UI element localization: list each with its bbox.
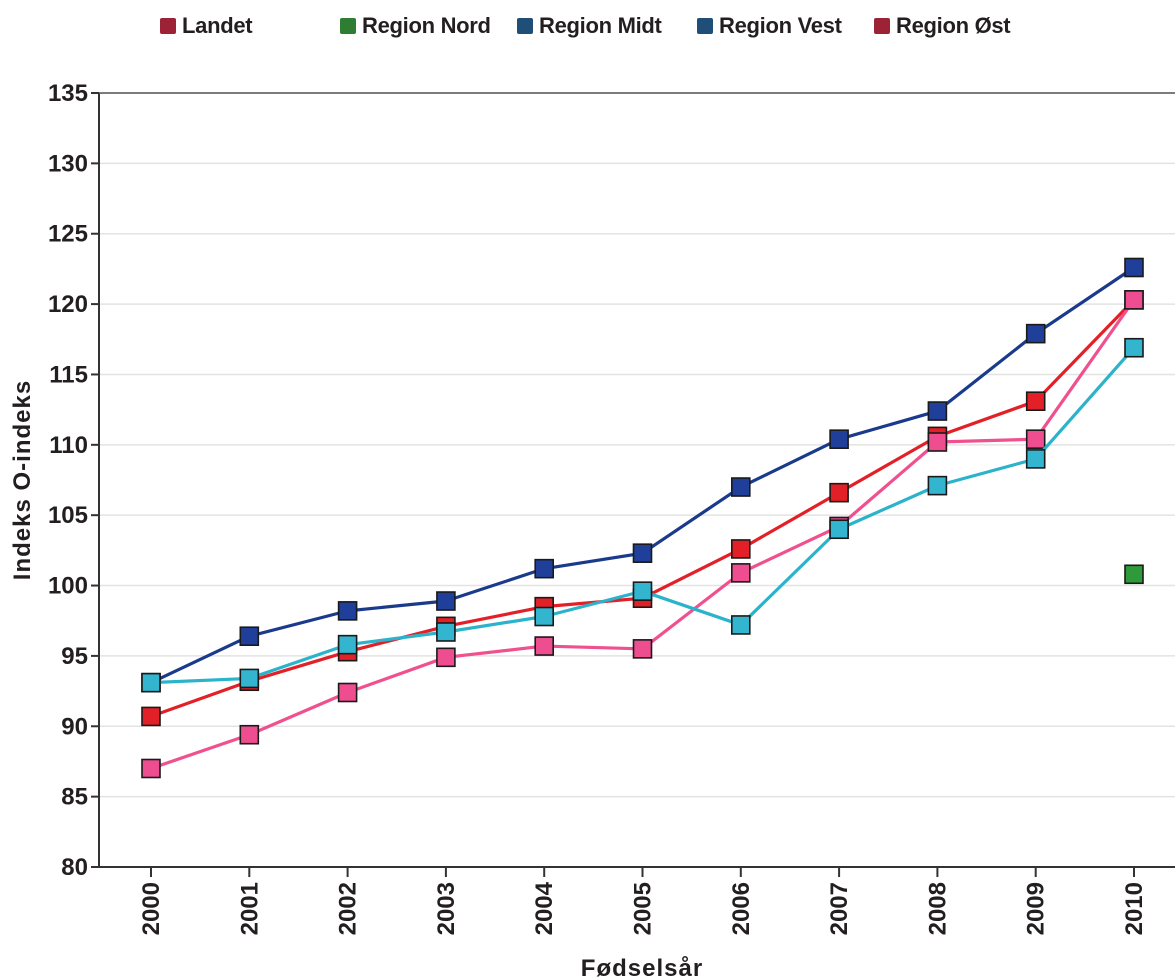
data-point	[239, 668, 260, 689]
x-tick-label: 2009	[1023, 882, 1050, 935]
series-region-vest	[141, 257, 1144, 693]
legend-item-landet: Landet	[160, 8, 253, 44]
data-point	[829, 519, 849, 540]
y-tick-label: 115	[49, 361, 88, 388]
data-point	[141, 706, 161, 727]
data-point	[1124, 257, 1144, 278]
legend-item-region-oest: Region Øst	[874, 8, 1011, 44]
legend: Landet Region Nord Region Midt Region Vest R…	[0, 8, 1175, 44]
y-tick-label: 125	[48, 221, 88, 248]
data-point	[337, 634, 358, 655]
x-axis-title: Fødselsår	[581, 955, 703, 978]
data-point	[632, 581, 653, 601]
legend-label: Region Vest	[719, 13, 842, 38]
series-line	[150, 266, 1135, 685]
data-point	[730, 477, 751, 497]
legend-swatch	[517, 18, 533, 34]
y-tick-label: 95	[61, 643, 88, 670]
x-tick-label: 2004	[531, 881, 558, 935]
data-point	[534, 636, 555, 656]
legend-swatch	[697, 18, 713, 34]
data-point	[829, 429, 849, 449]
data-point	[1025, 323, 1046, 344]
y-tick-label: 80	[61, 854, 88, 881]
data-point	[436, 591, 456, 611]
data-point	[927, 475, 948, 496]
data-point	[534, 606, 555, 627]
x-tick-label: 2007	[826, 882, 853, 935]
y-axis-title: Indeks O-indeks	[9, 380, 36, 580]
data-point	[1025, 429, 1046, 449]
data-point	[337, 682, 358, 703]
data-point	[436, 647, 456, 668]
y-tick-label: 130	[48, 150, 88, 177]
data-point	[730, 539, 751, 559]
x-tick-label: 2008	[924, 882, 951, 935]
legend-swatch	[160, 18, 176, 34]
y-tick-label: 120	[48, 291, 88, 318]
x-tick-label: 2002	[335, 882, 362, 935]
series-layer	[141, 257, 1144, 779]
data-point	[436, 622, 456, 642]
gridlines	[99, 92, 1175, 798]
data-point	[632, 639, 653, 659]
data-point	[1124, 564, 1144, 585]
legend-label: Landet	[182, 13, 253, 38]
legend-item-region-nord: Region Nord	[340, 8, 491, 44]
data-point	[1124, 337, 1144, 358]
data-point	[239, 626, 260, 647]
x-tick-label: 2003	[433, 882, 460, 935]
y-tick-label: 110	[49, 432, 88, 459]
data-point	[927, 401, 948, 421]
legend-item-region-vest: Region Vest	[697, 8, 842, 44]
data-point	[239, 724, 260, 745]
y-tick-label: 105	[48, 502, 88, 529]
data-point	[534, 558, 555, 579]
series-line	[150, 298, 1136, 771]
data-point	[829, 482, 849, 503]
series-region-nord	[1124, 564, 1144, 585]
data-point	[337, 601, 358, 621]
legend-label: Region Nord	[362, 13, 491, 38]
data-point	[141, 672, 161, 693]
x-tick-label: 2006	[728, 882, 755, 935]
data-point	[1025, 391, 1046, 411]
y-tick-label: 85	[61, 784, 88, 811]
legend-item-region-midt: Region Midt	[517, 8, 662, 44]
legend-swatch	[874, 18, 890, 34]
legend-label: Region Øst	[896, 13, 1011, 38]
axes: 80 85 90 95 100 105 110 115 120 125 130 135 2000 2001…	[48, 80, 1175, 935]
data-point	[730, 615, 751, 635]
legend-label: Region Midt	[539, 13, 662, 38]
data-point	[632, 543, 653, 563]
y-tick-label: 135	[48, 80, 88, 107]
x-tick-label: 2010	[1121, 882, 1148, 935]
series-region-midt	[141, 337, 1144, 693]
y-tick-label: 100	[48, 573, 88, 600]
data-point	[730, 563, 751, 583]
data-point	[141, 758, 161, 779]
series-landet	[141, 290, 1144, 727]
x-tick-label: 2005	[630, 882, 657, 935]
data-point	[927, 432, 948, 452]
data-point	[1124, 290, 1144, 310]
x-tick-label: 2001	[236, 882, 263, 935]
series-region-oest	[141, 290, 1144, 779]
data-point	[1025, 449, 1046, 469]
y-tick-label: 90	[61, 713, 88, 740]
legend-swatch	[340, 18, 356, 34]
x-tick-label: 2000	[138, 882, 165, 935]
